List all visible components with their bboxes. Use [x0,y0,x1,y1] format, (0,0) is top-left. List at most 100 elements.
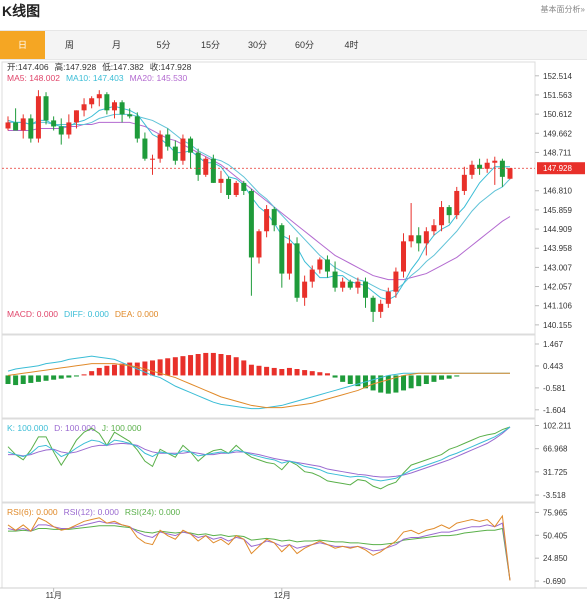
candle [355,281,361,288]
candle [195,152,201,175]
candle [279,225,285,274]
chart-title: K线图 [2,3,41,19]
macd-bar [89,371,95,376]
macd-bar [73,375,79,377]
fundamental-analysis-link[interactable]: 基本面分析» [540,5,585,14]
dea-line [7,363,510,409]
candle [43,96,49,121]
ohlc-info: 开:147.406 高:147.928 低:147.382 收:147.928 [7,61,197,73]
ma5-label: MA5: 148.002 [7,73,60,83]
tab-15min[interactable]: 15分 [200,40,220,50]
tab-4hour[interactable]: 4时 [344,40,359,50]
macd-bar [13,375,19,386]
k-line [7,426,511,482]
candle [150,158,156,160]
candle [188,138,194,153]
high-value: 高:147.928 [54,62,97,72]
y-tick-label: 145.859 [543,206,572,215]
last-price-label: 147.928 [543,164,572,173]
candle [469,164,475,175]
candle [378,303,384,312]
candle [362,281,368,298]
y-tick-label: 140.155 [543,321,572,330]
candle [134,116,140,139]
kdj-legend: K: 100.000 D: 100.000 J: 100.000 [7,423,147,433]
tab-60min[interactable]: 60分 [294,40,314,50]
candle [385,291,391,304]
rsi12-line [7,520,511,581]
tab-week[interactable]: 周 [64,40,74,50]
macd-bar [142,361,148,376]
close-value: 收:147.928 [149,62,192,72]
macd-bar [423,375,429,384]
y-tick-label: 143.007 [543,263,572,272]
candle [13,122,19,131]
candle [20,118,26,131]
candle [226,178,232,195]
candle [484,162,490,169]
macd-bar [210,352,216,376]
ma10-line [8,113,511,293]
candle [309,269,315,282]
candle [81,104,87,111]
diff-label: DIFF: 0.000 [64,309,109,319]
candle [233,182,239,195]
tab-5min[interactable]: 5分 [156,40,171,50]
tab-day[interactable]: 日 [0,31,45,59]
panel-border [1,61,536,335]
macd-bar [446,375,452,379]
rsi24-line [8,525,511,581]
macd-bar [393,375,399,393]
candle [104,94,110,111]
rsi12-label: RSI(12): 0.000 [63,507,119,517]
macd-bar [355,375,361,387]
macd-bar [20,375,26,384]
candle [302,281,308,298]
macd-bar [408,375,414,389]
rsi24-label: RSI(24): 0.000 [124,507,181,517]
tab-30min[interactable]: 30分 [247,40,267,50]
candle [286,243,292,274]
y-tick-label: 75.965 [543,508,568,517]
macd-bar [294,369,300,376]
panel-border [1,334,536,419]
macd-bar [309,371,315,376]
candle [119,102,125,115]
y-tick-label: 102.211 [543,421,572,430]
macd-bar [332,375,338,378]
y-tick-label: -1.604 [543,406,566,415]
macd-bar [340,375,346,382]
candle [28,118,34,139]
macd-bar [370,375,376,391]
macd-bar [58,375,64,379]
panel-border [1,418,536,503]
macd-legend: MACD: 0.000 DIFF: 0.000 DEA: 0.000 [7,309,164,319]
candle [294,243,300,298]
y-tick-label: 152.514 [543,72,572,81]
candle [332,271,338,288]
y-tick-label: 146.810 [543,187,572,196]
k-label: K: 100.000 [7,423,49,433]
candle [111,102,117,111]
candle [180,138,186,161]
macd-bar [111,364,117,376]
macd-bar [51,375,57,380]
candle [157,134,163,159]
candle [58,126,64,135]
y-tick-label: 31.725 [543,468,568,477]
macd-bar [28,375,34,383]
y-tick-label: -0.690 [543,577,566,586]
y-tick-label: 142.057 [543,283,572,292]
y-tick-label: 24.850 [543,554,568,563]
candle [423,231,429,244]
tab-month[interactable]: 月 [111,40,121,50]
candle [446,207,452,216]
macd-bar [226,355,232,376]
candle [347,281,353,288]
candle [271,209,277,226]
dea-label: DEA: 0.000 [114,309,159,319]
candle [370,297,376,312]
d-line [8,426,511,478]
macd-bar [203,352,209,376]
y-tick-label: 148.711 [543,148,572,157]
